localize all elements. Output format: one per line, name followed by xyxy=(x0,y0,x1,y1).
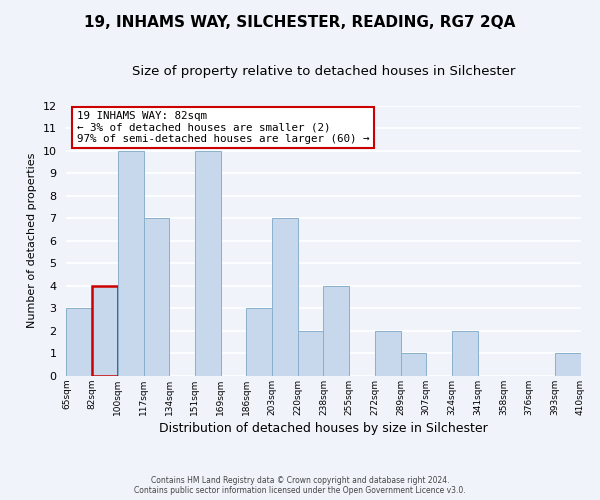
Title: Size of property relative to detached houses in Silchester: Size of property relative to detached ho… xyxy=(132,65,515,78)
Bar xyxy=(298,331,323,376)
Bar xyxy=(247,308,272,376)
Bar xyxy=(375,331,401,376)
Text: 19 INHAMS WAY: 82sqm
← 3% of detached houses are smaller (2)
97% of semi-detache: 19 INHAMS WAY: 82sqm ← 3% of detached ho… xyxy=(77,111,369,144)
Bar xyxy=(67,308,92,376)
Bar xyxy=(195,150,221,376)
X-axis label: Distribution of detached houses by size in Silchester: Distribution of detached houses by size … xyxy=(159,422,488,435)
Bar xyxy=(118,150,143,376)
Text: Contains HM Land Registry data © Crown copyright and database right 2024.
Contai: Contains HM Land Registry data © Crown c… xyxy=(134,476,466,495)
Y-axis label: Number of detached properties: Number of detached properties xyxy=(27,153,37,328)
Bar xyxy=(272,218,298,376)
Bar xyxy=(323,286,349,376)
Bar xyxy=(401,354,426,376)
Bar xyxy=(555,354,581,376)
Bar xyxy=(92,286,118,376)
Bar xyxy=(143,218,169,376)
Text: 19, INHAMS WAY, SILCHESTER, READING, RG7 2QA: 19, INHAMS WAY, SILCHESTER, READING, RG7… xyxy=(85,15,515,30)
Bar xyxy=(452,331,478,376)
